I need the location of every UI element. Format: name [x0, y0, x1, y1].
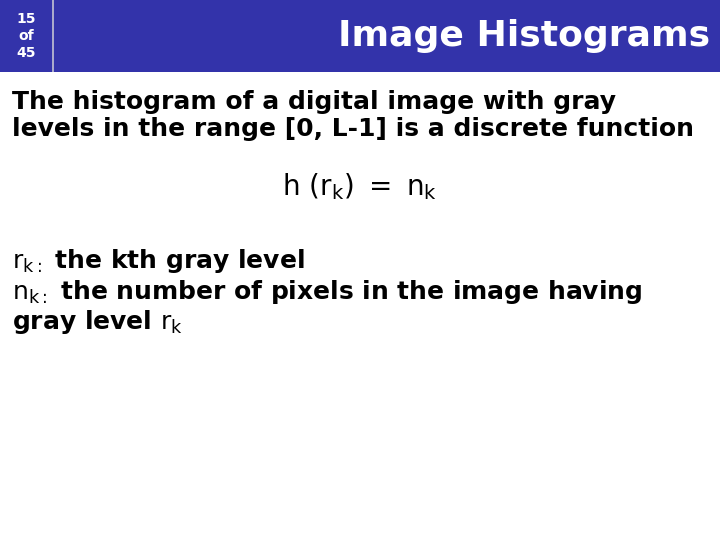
- Text: The histogram of a digital image with gray: The histogram of a digital image with gr…: [12, 90, 616, 114]
- Text: $\mathsf{n_{k:}}$ the number of pixels in the image having: $\mathsf{n_{k:}}$ the number of pixels i…: [12, 278, 642, 306]
- Text: levels in the range [0, L-1] is a discrete function: levels in the range [0, L-1] is a discre…: [12, 117, 694, 141]
- Text: $\mathsf{h\ (r_k)\ =\ n_k}$: $\mathsf{h\ (r_k)\ =\ n_k}$: [282, 172, 438, 202]
- Bar: [52, 0, 54, 72]
- Text: Image Histograms: Image Histograms: [338, 19, 710, 53]
- Bar: [52, 0, 720, 72]
- Text: 15
of
45: 15 of 45: [17, 12, 36, 60]
- Bar: [0, 0, 52, 72]
- Text: gray level $\mathsf{r_k}$: gray level $\mathsf{r_k}$: [12, 308, 183, 336]
- Text: $\mathsf{r_{k:}}$ the kth gray level: $\mathsf{r_{k:}}$ the kth gray level: [12, 247, 305, 275]
